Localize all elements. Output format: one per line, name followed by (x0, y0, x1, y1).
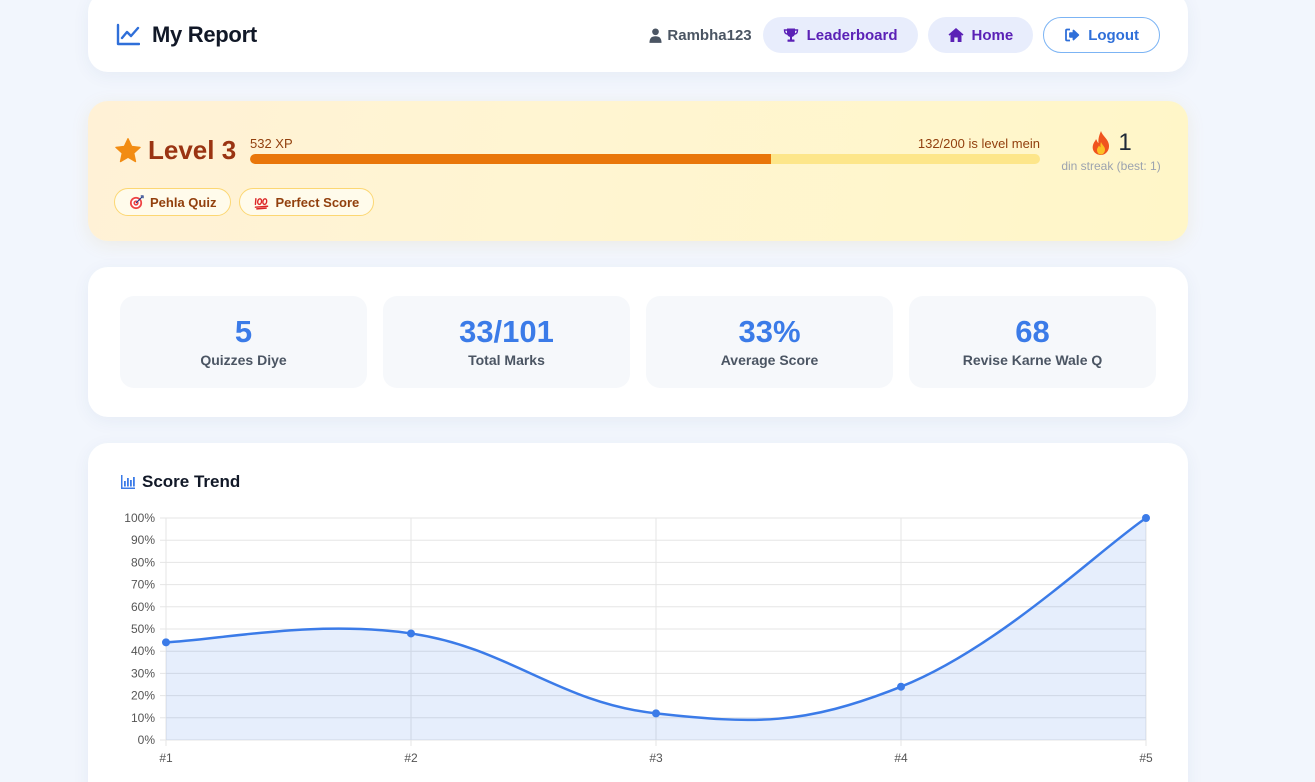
stat-total-marks: 33/101 Total Marks (383, 296, 630, 388)
top-nav-bar: My Report Rambha123 Leaderboard Home Log… (88, 0, 1188, 72)
data-point (1142, 514, 1150, 522)
badge-label: Perfect Score (275, 194, 360, 210)
logout-icon (1065, 28, 1080, 42)
y-tick-label: 10% (131, 711, 155, 725)
username: Rambha123 (667, 26, 752, 44)
fire-icon (1092, 131, 1110, 155)
badge-pehla-quiz: Pehla Quiz (114, 188, 232, 216)
xp-value: 532 XP (250, 136, 293, 151)
x-tick-label: #3 (649, 751, 663, 765)
stat-label: Revise Karne Wale Q (962, 352, 1103, 368)
score-trend-chart: 0% 10% 20% 30% 40% 50% 60% 70% 80% 90% 100% #1 #2 #3 #… (124, 511, 1153, 765)
y-tick-label: 30% (131, 666, 155, 680)
stats-card: 5 Quizzes Diye 33/101 Total Marks 33% Av… (88, 267, 1188, 417)
logout-button[interactable]: Logout (1043, 17, 1160, 53)
bar-chart-icon (121, 475, 135, 489)
stat-value: 5 (234, 314, 253, 349)
streak-count: 1 (1118, 129, 1132, 156)
achievement-badges: Pehla Quiz Perfect Score (114, 188, 375, 216)
level-card: Level 3 532 XP 132/200 is level mein 1 d… (88, 101, 1188, 241)
level-title: Level 3 (148, 135, 237, 165)
data-point (407, 629, 415, 638)
brand: My Report (116, 22, 257, 48)
level-heading: Level 3 (114, 135, 236, 166)
user-icon (649, 27, 662, 43)
chart-line-icon (116, 23, 140, 46)
stat-value: 33/101 (459, 314, 554, 349)
star-icon (115, 137, 141, 162)
xp-progress-bar (250, 154, 1040, 164)
stat-label: Average Score (720, 352, 819, 368)
y-tick-label: 100% (124, 511, 155, 525)
trophy-icon (783, 28, 798, 42)
level-progress-text: 132/200 is level mein (917, 136, 1040, 151)
x-tick-label: #2 (404, 751, 418, 765)
x-tick-label: #4 (894, 751, 908, 765)
nav-actions: Rambha123 Leaderboard Home Logout (649, 17, 1160, 53)
y-tick-label: 70% (131, 578, 155, 592)
badge-label: Pehla Quiz (150, 194, 217, 210)
data-point (652, 709, 660, 718)
stat-value: 33% (738, 314, 801, 349)
logout-label: Logout (1088, 26, 1139, 44)
streak-display: 1 din streak (best: 1) (1056, 129, 1166, 173)
x-tick-label: #5 (1139, 751, 1153, 765)
streak-label: din streak (best: 1) (1061, 159, 1161, 173)
target-icon (129, 194, 144, 209)
y-tick-label: 80% (131, 555, 155, 569)
leaderboard-label: Leaderboard (806, 26, 898, 44)
user-info: Rambha123 (649, 26, 752, 44)
page-title: My Report (152, 22, 257, 47)
series-area (166, 518, 1146, 740)
chart-title: Score Trend (142, 472, 241, 491)
score-trend-card: Score Trend 0% 10% 20% 30% 40% 50% 60% 70% 80% 90… (88, 443, 1188, 782)
home-label: Home (971, 26, 1014, 44)
y-tick-label: 20% (131, 689, 155, 703)
home-icon (948, 28, 963, 42)
data-point (897, 682, 905, 691)
stat-value: 68 (1015, 314, 1050, 349)
hundred-points-icon (255, 197, 269, 210)
leaderboard-button[interactable]: Leaderboard (762, 17, 918, 53)
stat-label: Quizzes Diye (200, 352, 287, 368)
y-tick-label: 60% (131, 600, 155, 614)
home-button[interactable]: Home (927, 17, 1034, 53)
data-point (162, 638, 170, 647)
stat-label: Total Marks (468, 352, 545, 368)
stat-average-score: 33% Average Score (646, 296, 893, 388)
stat-revise-questions: 68 Revise Karne Wale Q (909, 296, 1156, 388)
xp-progress-fill (250, 154, 772, 164)
y-tick-label: 90% (131, 533, 155, 547)
stat-quizzes: 5 Quizzes Diye (120, 296, 367, 388)
y-tick-label: 40% (131, 644, 155, 658)
chart-heading: Score Trend (120, 472, 240, 492)
badge-perfect-score: Perfect Score (239, 188, 375, 216)
x-tick-label: #1 (159, 751, 173, 765)
y-tick-label: 0% (138, 733, 156, 747)
y-tick-label: 50% (131, 622, 155, 636)
